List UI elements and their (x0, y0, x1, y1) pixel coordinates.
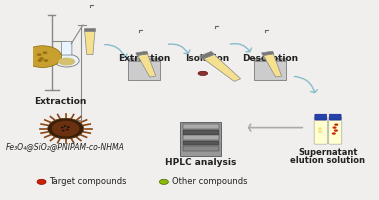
Bar (183, 141, 219, 145)
FancyBboxPatch shape (314, 117, 327, 144)
Circle shape (67, 126, 70, 128)
FancyBboxPatch shape (128, 58, 160, 61)
Circle shape (332, 132, 336, 135)
FancyBboxPatch shape (254, 61, 286, 80)
Text: Extraction: Extraction (118, 54, 171, 63)
Circle shape (23, 46, 61, 67)
Text: Isolation: Isolation (185, 54, 229, 63)
Circle shape (334, 129, 338, 132)
Text: Extraction: Extraction (34, 97, 87, 106)
Text: HPLC analysis: HPLC analysis (166, 158, 237, 167)
FancyBboxPatch shape (128, 61, 160, 80)
Circle shape (44, 59, 49, 62)
Ellipse shape (58, 58, 75, 65)
Circle shape (318, 130, 322, 133)
Circle shape (334, 123, 338, 126)
Circle shape (52, 121, 80, 136)
Circle shape (160, 179, 168, 184)
Circle shape (42, 51, 47, 54)
Bar (183, 124, 219, 129)
Circle shape (66, 129, 69, 130)
Polygon shape (84, 28, 96, 31)
Polygon shape (85, 31, 95, 55)
Ellipse shape (54, 54, 79, 67)
Bar (183, 130, 219, 135)
Polygon shape (138, 54, 156, 77)
Text: Target compounds: Target compounds (50, 177, 127, 186)
Bar (183, 146, 219, 151)
Polygon shape (263, 54, 282, 77)
Circle shape (318, 127, 322, 130)
Circle shape (37, 179, 46, 184)
Polygon shape (136, 51, 148, 55)
Circle shape (37, 53, 42, 56)
FancyBboxPatch shape (329, 114, 341, 120)
Text: Other compounds: Other compounds (172, 177, 247, 186)
Circle shape (61, 127, 64, 128)
Ellipse shape (198, 71, 208, 76)
Polygon shape (262, 51, 274, 55)
Text: Supernatant: Supernatant (298, 148, 357, 157)
FancyBboxPatch shape (315, 114, 327, 120)
FancyBboxPatch shape (329, 117, 342, 144)
Polygon shape (199, 51, 215, 59)
Circle shape (64, 125, 66, 127)
Circle shape (332, 126, 337, 129)
Circle shape (38, 59, 42, 62)
Polygon shape (204, 54, 241, 81)
Text: elution solution: elution solution (290, 156, 365, 165)
FancyBboxPatch shape (254, 58, 286, 61)
Text: Desorption: Desorption (242, 54, 298, 63)
Circle shape (39, 57, 44, 60)
Text: Fe₃O₄@SiO₂@PNIPAM-co-NHMA: Fe₃O₄@SiO₂@PNIPAM-co-NHMA (6, 142, 125, 151)
FancyBboxPatch shape (61, 41, 72, 55)
Circle shape (62, 130, 65, 131)
FancyBboxPatch shape (180, 122, 221, 156)
Circle shape (48, 118, 84, 139)
Bar (183, 135, 219, 140)
